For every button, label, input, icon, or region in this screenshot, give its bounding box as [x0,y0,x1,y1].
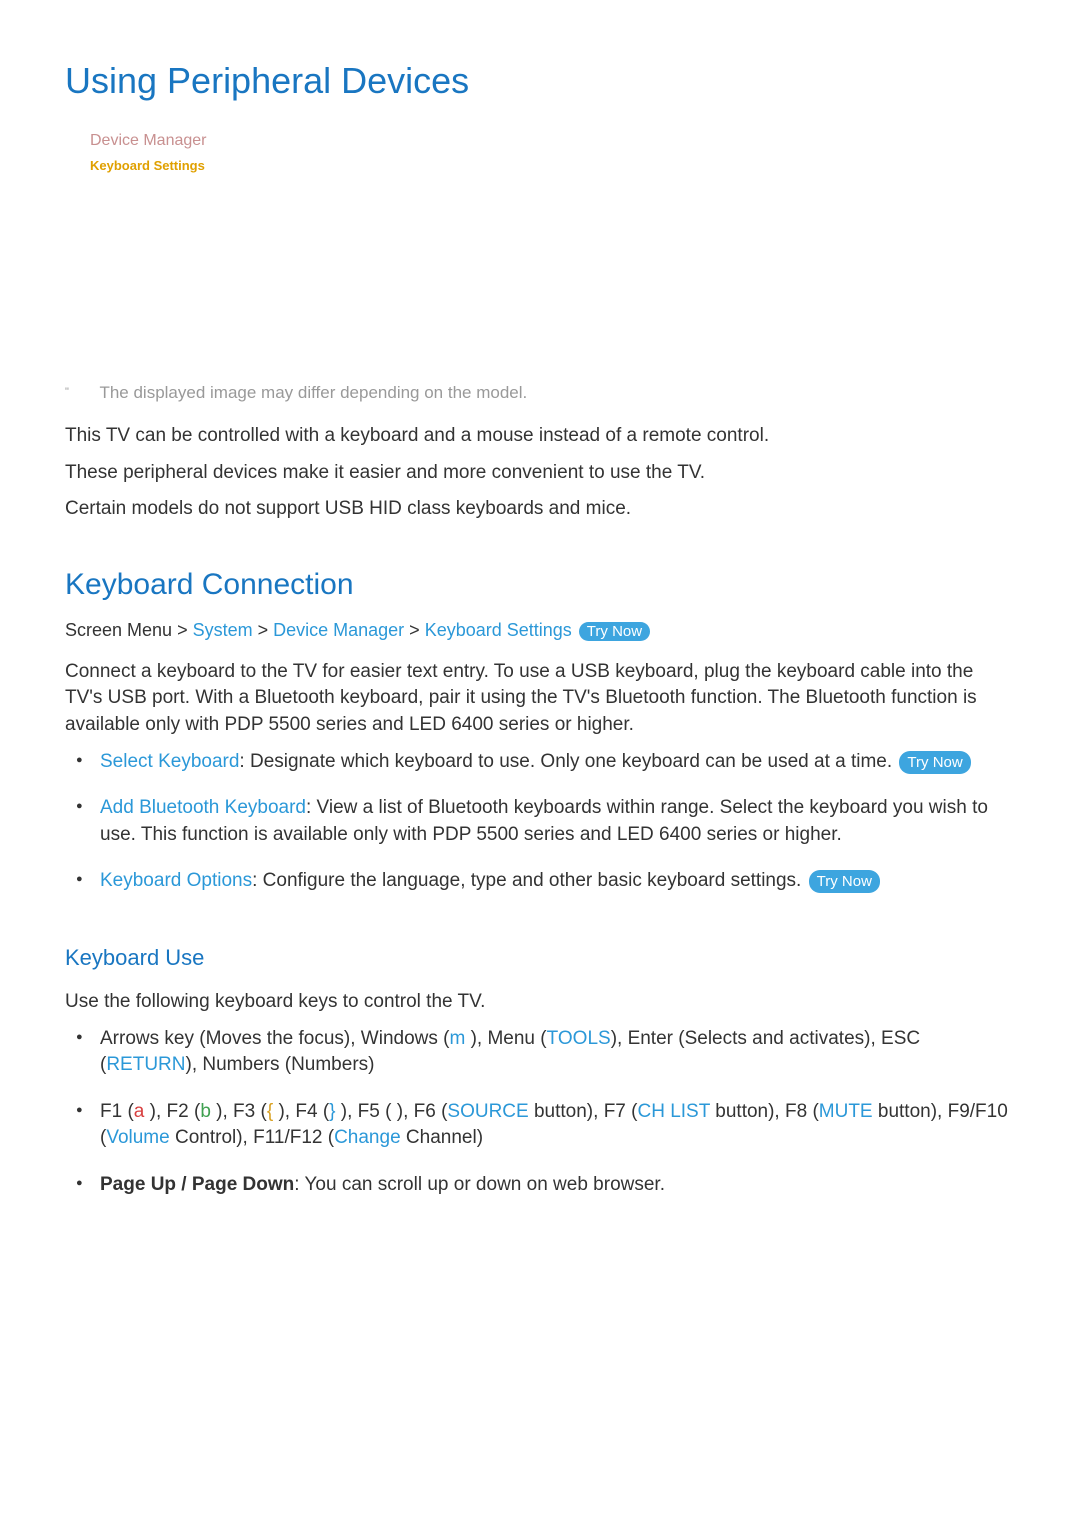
key-windows-icon: m [449,1028,465,1049]
option-name: Page Up / Page Down [100,1174,294,1195]
key-b-green: b [200,1101,211,1122]
list-item: F1 (a ), F2 (b ), F3 ({ ), F4 (} ), F5 (… [100,1099,1015,1152]
key-a-red: a [134,1101,145,1122]
note-mark: " [65,383,95,398]
breadcrumb-sep: > [404,620,425,640]
text-segment: ), F3 ( [211,1101,267,1122]
key-change: Change [334,1127,401,1148]
option-name: Select Keyboard [100,751,239,772]
text-segment: ), F2 ( [144,1101,200,1122]
model-note: " The displayed image may differ dependi… [65,383,1015,403]
try-now-button[interactable]: Try Now [809,870,880,893]
text-segment: button), F8 ( [710,1101,819,1122]
list-item-keyboard-options: Keyboard Options: Configure the language… [100,868,1015,895]
breadcrumb-system: System [193,620,253,640]
menu-preview-box: Device Manager Keyboard Settings [90,132,1015,173]
connection-desc: Connect a keyboard to the TV for easier … [65,659,1015,739]
text-segment: ), F5 ( ), F6 ( [336,1101,448,1122]
text-segment: ), F4 ( [273,1101,329,1122]
breadcrumb-sep: > [253,620,274,640]
menu-keyboard-settings: Keyboard Settings [90,158,1015,173]
text-segment: ), Menu ( [465,1028,546,1049]
breadcrumb-sep: > [172,620,193,640]
text-segment: ), Numbers (Numbers) [186,1054,375,1075]
list-item-select-keyboard: Select Keyboard: Designate which keyboar… [100,749,1015,776]
key-mute: MUTE [819,1101,873,1122]
option-text: : Configure the language, type and other… [252,870,807,891]
option-text: : Designate which keyboard to use. Only … [239,751,897,772]
list-item: Page Up / Page Down: You can scroll up o… [100,1172,1015,1199]
page-title: Using Peripheral Devices [65,60,1015,102]
keyboard-use-list: Arrows key (Moves the focus), Windows (m… [65,1026,1015,1199]
key-tools: TOOLS [547,1028,611,1049]
intro-para-1: This TV can be controlled with a keyboar… [65,423,1015,450]
image-placeholder [65,193,1015,383]
note-text: The displayed image may differ depending… [99,383,527,402]
menu-device-manager: Device Manager [90,132,1015,150]
key-chlist: CH LIST [637,1101,710,1122]
option-text: : You can scroll up or down on web brows… [294,1174,665,1195]
key-return: RETURN [106,1054,185,1075]
key-source: SOURCE [447,1101,528,1122]
option-name: Add Bluetooth Keyboard [100,797,306,818]
breadcrumb: Screen Menu > System > Device Manager > … [65,620,1015,641]
breadcrumb-keyboard-settings: Keyboard Settings [425,620,572,640]
keyboard-connection-heading: Keyboard Connection [65,568,1015,602]
list-item-add-bluetooth: Add Bluetooth Keyboard: View a list of B… [100,795,1015,848]
connection-options-list: Select Keyboard: Designate which keyboar… [65,749,1015,895]
try-now-button[interactable]: Try Now [899,751,970,774]
intro-para-3: Certain models do not support USB HID cl… [65,496,1015,523]
breadcrumb-prefix: Screen Menu [65,620,172,640]
text-segment: Channel) [401,1127,483,1148]
breadcrumb-device-manager: Device Manager [273,620,404,640]
text-segment: button), F7 ( [529,1101,638,1122]
intro-para-2: These peripheral devices make it easier … [65,460,1015,487]
key-volume: Volume [106,1127,169,1148]
try-now-button[interactable]: Try Now [579,622,650,641]
keyboard-use-intro: Use the following keyboard keys to contr… [65,989,1015,1016]
keyboard-use-heading: Keyboard Use [65,945,1015,971]
text-segment: Arrows key (Moves the focus), Windows ( [100,1028,449,1049]
list-item: Arrows key (Moves the focus), Windows (m… [100,1026,1015,1079]
text-segment: F1 ( [100,1101,134,1122]
option-name: Keyboard Options [100,870,252,891]
text-segment: Control), F11/F12 ( [170,1127,334,1148]
